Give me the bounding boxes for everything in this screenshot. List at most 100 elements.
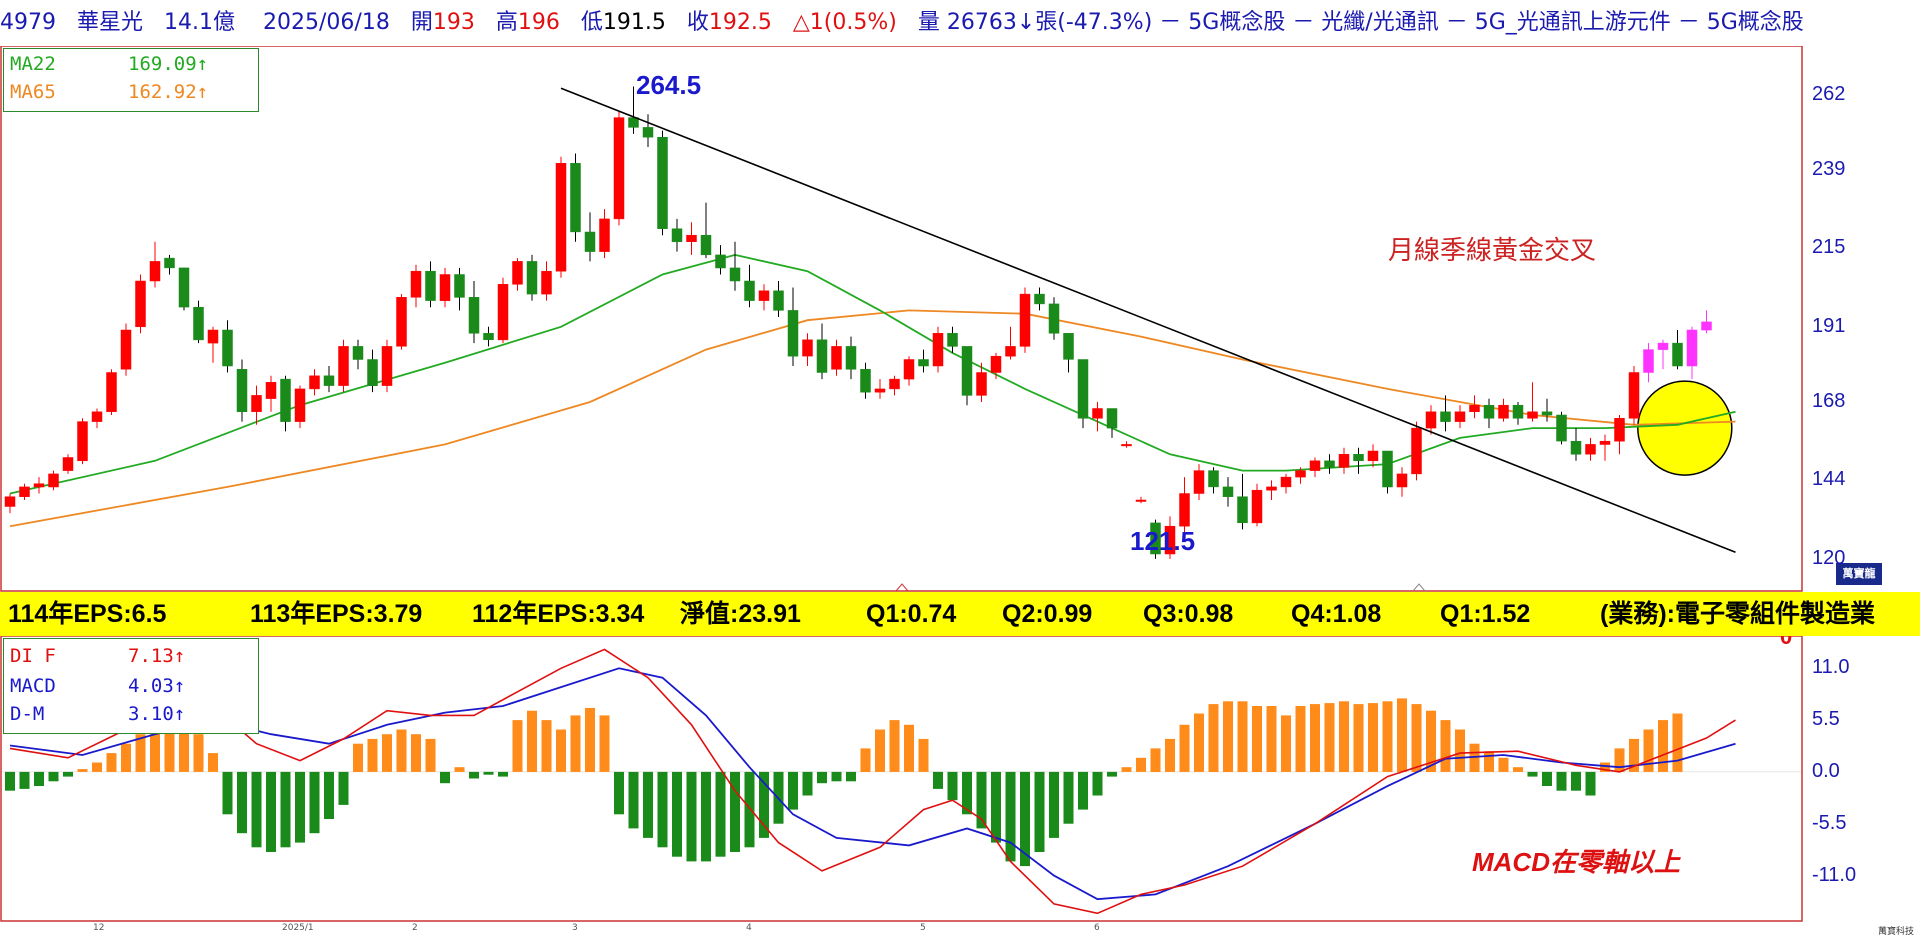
candle xyxy=(1251,489,1263,524)
candle xyxy=(1237,496,1248,524)
candle xyxy=(1280,476,1292,488)
macd-histogram-bar xyxy=(1049,771,1059,838)
macd-histogram-bar xyxy=(48,771,59,782)
macd-histogram-bar xyxy=(367,738,378,772)
candle xyxy=(773,290,784,311)
macd-histogram-bar xyxy=(715,771,726,857)
dm-legend-entry: D-M 3.10↑ xyxy=(10,703,185,725)
macd-histogram-bar xyxy=(164,726,175,772)
candle xyxy=(265,382,277,399)
candle xyxy=(1701,321,1712,331)
macd-histogram-bar xyxy=(991,771,1001,843)
price-plot xyxy=(4,86,1736,559)
candle xyxy=(236,369,248,413)
macd-y-tick-label: 0.0 xyxy=(1812,760,1840,782)
eps-bar: 114年EPS:6.5 113年EPS:3.79 112年EPS:3.34 淨值… xyxy=(0,592,1920,636)
macd-histogram-bar xyxy=(469,771,479,779)
candle xyxy=(1411,427,1422,475)
candle xyxy=(454,274,465,298)
macd-histogram-bar xyxy=(817,771,827,784)
candle xyxy=(845,346,857,370)
macd-histogram-bar xyxy=(1194,713,1204,772)
x-tick-label: 5 xyxy=(920,923,926,933)
candle xyxy=(1324,460,1335,468)
macd-histogram-bar xyxy=(1614,748,1625,772)
golden-cross-highlight-circle xyxy=(1637,380,1733,476)
candle xyxy=(1048,303,1060,334)
candle xyxy=(787,310,799,357)
macd-histogram-bar xyxy=(382,734,392,772)
candle xyxy=(396,297,407,347)
close-label: 收 xyxy=(686,10,709,35)
candle xyxy=(120,329,132,370)
macd-histogram-bar xyxy=(498,771,508,777)
macd-histogram-bar xyxy=(1498,757,1509,772)
candle xyxy=(555,163,567,272)
candle xyxy=(744,280,755,301)
candle xyxy=(961,346,973,396)
candle xyxy=(193,306,204,341)
macd-histogram-bar xyxy=(309,771,320,834)
macd-histogram-bar xyxy=(77,769,88,772)
candle xyxy=(1338,454,1350,468)
candle xyxy=(1179,493,1190,527)
macd-histogram-bar xyxy=(889,720,900,772)
candle xyxy=(323,375,335,386)
candle xyxy=(439,274,451,301)
ma65-label: MA65 xyxy=(10,81,56,103)
price-y-tick-label: 191 xyxy=(1812,315,1846,337)
macd-histogram-bar xyxy=(1527,771,1538,777)
dm-value: 3.10↑ xyxy=(128,703,186,725)
macd-histogram-bar xyxy=(686,771,697,862)
eps-114: 114年EPS:6.5 xyxy=(8,600,167,628)
eps-113: 113年EPS:3.79 xyxy=(250,600,423,628)
macd-histogram-bar xyxy=(1368,703,1378,772)
macd-histogram-bar xyxy=(1252,706,1262,772)
macd-histogram-bar xyxy=(1165,738,1175,772)
macd-y-tick-label: -5.5 xyxy=(1812,812,1847,834)
candle xyxy=(33,483,45,488)
macd-histogram-bar xyxy=(1542,771,1552,786)
candle xyxy=(903,359,915,380)
dif-value: 7.13↑ xyxy=(128,645,186,667)
candle xyxy=(1150,522,1161,555)
candle xyxy=(352,346,364,360)
candle xyxy=(48,473,59,488)
macd-histogram-bar xyxy=(1237,701,1248,772)
macd-histogram-bar xyxy=(251,771,262,848)
candle xyxy=(1454,411,1466,422)
brand-footer: 萬寶科技 xyxy=(1878,926,1915,936)
macd-histogram-bar xyxy=(1078,771,1088,810)
macd-histogram-bar xyxy=(1411,704,1422,772)
candle xyxy=(947,333,958,347)
candle xyxy=(1034,293,1045,305)
x-tick-label: 2 xyxy=(412,923,418,933)
close-value: 192.5 xyxy=(708,10,772,35)
macd-histogram-bar xyxy=(1585,771,1596,796)
macd-histogram-bar xyxy=(1136,757,1146,772)
eps-q1: Q1:0.74 xyxy=(866,600,957,628)
down-trendline xyxy=(560,87,1736,554)
candle xyxy=(280,378,291,422)
price-y-tick-label: 144 xyxy=(1812,468,1846,490)
macd-value: 4.03↑ xyxy=(128,675,186,697)
eps-q2: Q2:0.99 xyxy=(1002,600,1093,628)
macd-histogram-bar xyxy=(1121,767,1132,772)
candle xyxy=(1585,444,1596,455)
macd-histogram-bar xyxy=(1107,771,1117,777)
macd-histogram-bar xyxy=(1339,701,1349,772)
macd-histogram-bar xyxy=(63,771,73,777)
macd-histogram-bar xyxy=(1063,771,1074,824)
macd-histogram-bar xyxy=(1281,715,1291,772)
macd-histogram-bar xyxy=(556,729,566,772)
macd-histogram-bar xyxy=(1005,771,1016,862)
macd-histogram-bar xyxy=(1643,729,1654,772)
candle xyxy=(1643,349,1654,373)
ma65-legend-entry: MA65 162.92↑ xyxy=(10,81,208,103)
dif-label: DI F xyxy=(10,645,56,667)
stock-name: 華星光 xyxy=(77,10,144,35)
macd-histogram-bar xyxy=(1310,704,1320,772)
macd-histogram-bar xyxy=(1440,720,1451,772)
candle xyxy=(831,346,842,370)
